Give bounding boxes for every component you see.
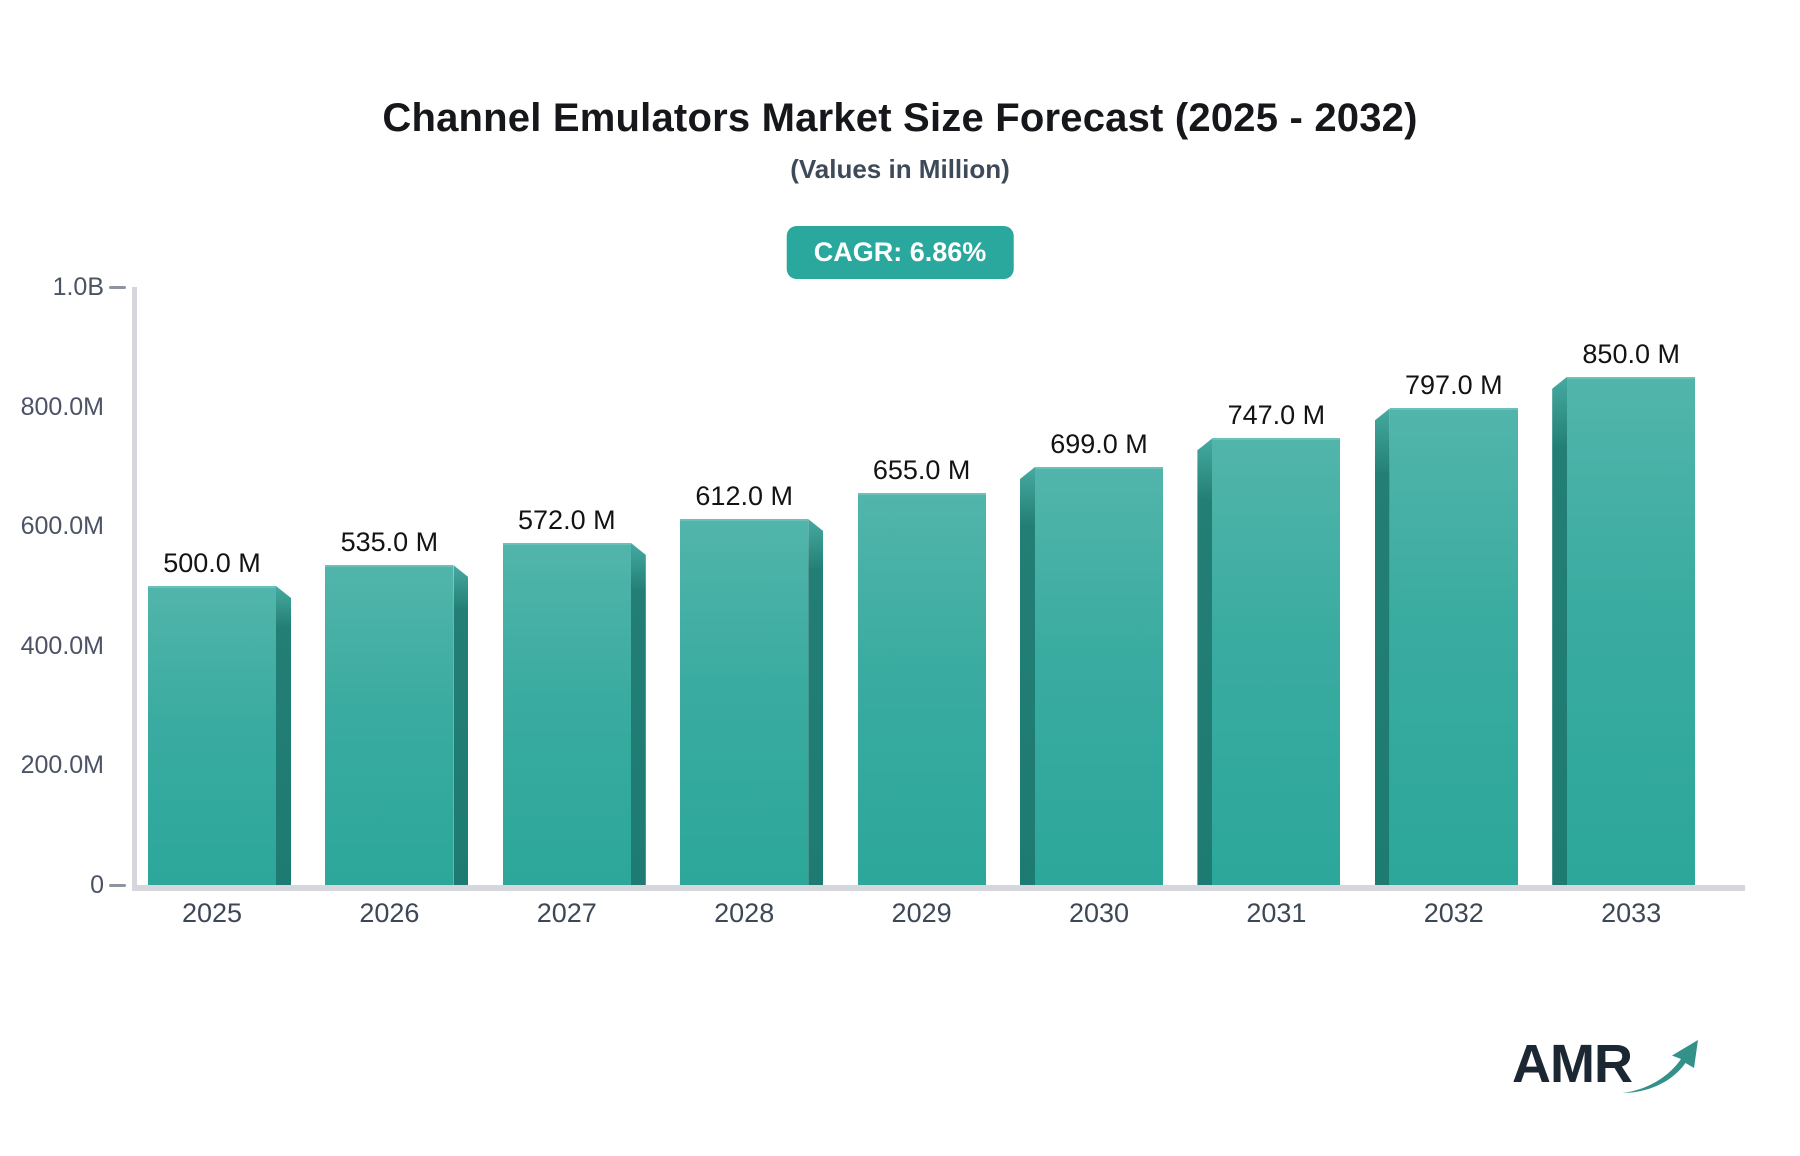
- bar: [680, 519, 809, 885]
- x-axis-label: 2026: [359, 898, 420, 928]
- bar-value-label: 612.0 M: [695, 481, 793, 511]
- y-axis-label: 800.0M: [20, 392, 104, 421]
- chart-title: Channel Emulators Market Size Forecast (…: [382, 96, 1418, 140]
- y-axis-line: [132, 287, 137, 885]
- bar-value-label: 572.0 M: [518, 504, 616, 535]
- bar: [148, 586, 276, 885]
- amr-logo-arrow-icon: [1622, 1040, 1698, 1093]
- bar: [1212, 438, 1341, 885]
- y-axis-label: 0: [90, 871, 104, 899]
- bar-value-label: 500.0 M: [163, 548, 261, 578]
- x-axis-label: 2028: [714, 898, 775, 928]
- bar-3d-side: [808, 519, 824, 885]
- bar: [1035, 467, 1163, 885]
- x-axis-line: [132, 885, 1745, 891]
- y-axis-label: 200.0M: [20, 751, 104, 780]
- bar-3d-side: [1197, 438, 1213, 885]
- bar-value-label: 797.0 M: [1405, 370, 1503, 401]
- bar: [1567, 376, 1696, 885]
- bar: [1389, 408, 1518, 885]
- bar: [857, 493, 986, 885]
- y-axis-label: 1.0B: [52, 273, 104, 301]
- x-axis-label: 2032: [1423, 898, 1484, 928]
- y-axis-label: 400.0M: [20, 631, 104, 660]
- bar-value-label: 655.0 M: [872, 455, 971, 486]
- amr-logo: AMR: [1512, 1034, 1702, 1098]
- bar: [502, 542, 631, 885]
- y-axis-tick: [109, 285, 126, 289]
- cagr-badge: CAGR: 6.86%: [786, 226, 1014, 279]
- x-axis-label: 2031: [1246, 898, 1307, 928]
- bar-value-label: 850.0 M: [1582, 338, 1680, 369]
- x-axis-label: 2025: [181, 898, 243, 928]
- x-axis-label: 2029: [891, 898, 952, 928]
- bar-3d-side: [1374, 408, 1390, 885]
- y-axis-label: 600.0M: [20, 512, 104, 541]
- bar-3d-side: [1020, 467, 1035, 885]
- bar: [325, 565, 454, 885]
- y-axis-tick: [109, 883, 126, 887]
- bar-3d-side: [1552, 376, 1568, 885]
- amr-logo-text: AMR: [1512, 1034, 1633, 1094]
- x-axis-label: 2033: [1601, 898, 1662, 928]
- bar-3d-side: [276, 586, 291, 885]
- bar-value-label: 535.0 M: [340, 527, 439, 558]
- bar-3d-side: [453, 565, 469, 885]
- bar-3d-side: [630, 542, 646, 885]
- bar-value-label: 699.0 M: [1050, 429, 1148, 459]
- x-axis-label: 2030: [1068, 898, 1130, 928]
- bar-value-label: 747.0 M: [1227, 400, 1326, 431]
- x-axis-label: 2027: [536, 898, 597, 928]
- chart-subtitle: (Values in Million): [790, 154, 1010, 184]
